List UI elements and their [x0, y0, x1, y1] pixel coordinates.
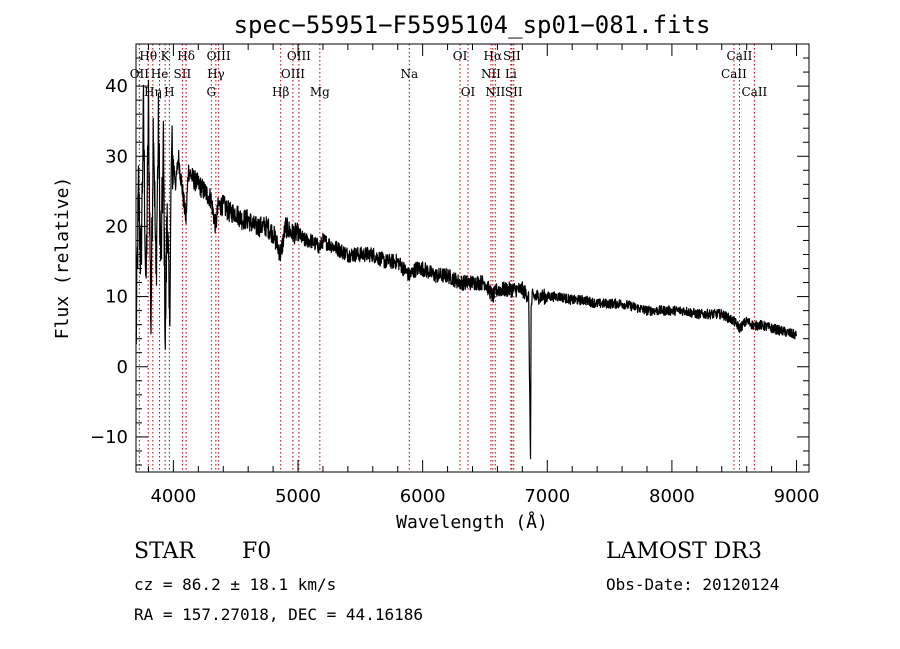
coordinates-text: RA = 157.27018, DEC = 44.16186 — [134, 605, 423, 624]
line-label: G — [206, 85, 216, 99]
line-label: SII — [505, 85, 523, 99]
line-label: OIII — [287, 49, 311, 63]
line-label: CaII — [721, 67, 747, 81]
line-label: Hγ — [207, 67, 225, 81]
x-axis: 4000 5000 6000 7000 8000 9000 — [147, 44, 820, 507]
redshift-text: cz = 86.2 ± 18.1 km/s — [134, 575, 336, 594]
line-label: SII — [174, 67, 192, 81]
y-axis: −10 0 10 20 30 40 — [90, 43, 809, 466]
x-tick-label: 4000 — [150, 486, 196, 507]
line-label: Li — [505, 67, 517, 81]
line-label: OI — [461, 85, 476, 99]
x-tick-label: 8000 — [649, 486, 695, 507]
object-subclass: F0 — [242, 539, 271, 564]
line-label: CaII — [727, 49, 753, 63]
line-label: H — [164, 85, 174, 99]
x-tick-label: 6000 — [400, 486, 446, 507]
plot-frame — [135, 43, 810, 473]
line-label: He — [151, 67, 169, 81]
y-axis-label: Flux (relative) — [52, 177, 73, 340]
line-label: OII — [130, 67, 150, 81]
y-tick-label: 30 — [105, 146, 128, 167]
line-label: CaII — [741, 85, 767, 99]
y-tick-label: 20 — [105, 216, 128, 237]
y-tick-label: 0 — [117, 357, 128, 378]
line-label: Hθ — [139, 49, 157, 63]
line-label: NII — [481, 67, 501, 81]
line-label: K — [161, 49, 171, 63]
line-label: Mg — [310, 85, 330, 99]
x-axis-label: Wavelength (Å) — [396, 511, 548, 533]
line-label: OI — [453, 49, 468, 63]
line-label: Hδ — [177, 49, 195, 63]
y-tick-label: 40 — [105, 76, 128, 97]
line-label: NII — [485, 85, 505, 99]
line-label: OIII — [207, 49, 231, 63]
y-tick-label: −10 — [90, 427, 128, 448]
spectrum-series — [135, 79, 798, 460]
line-label: OIII — [281, 67, 305, 81]
x-tick-label: 7000 — [524, 486, 570, 507]
line-label: Hα — [484, 49, 503, 63]
chart-title: spec−55951−F5595104_sp01−081.fits — [234, 11, 711, 39]
object-class: STAR — [134, 539, 196, 564]
line-label: Hβ — [272, 85, 289, 99]
survey-name: LAMOST DR3 — [606, 539, 762, 564]
x-tick-label: 5000 — [275, 486, 321, 507]
line-label: Na — [400, 67, 418, 81]
spectrum-line — [135, 79, 798, 460]
x-tick-label: 9000 — [774, 486, 820, 507]
spectral-line-markers — [138, 44, 755, 472]
line-label: SII — [503, 49, 521, 63]
y-tick-label: 10 — [105, 287, 128, 308]
obs-date-text: Obs-Date: 20120124 — [606, 575, 779, 594]
